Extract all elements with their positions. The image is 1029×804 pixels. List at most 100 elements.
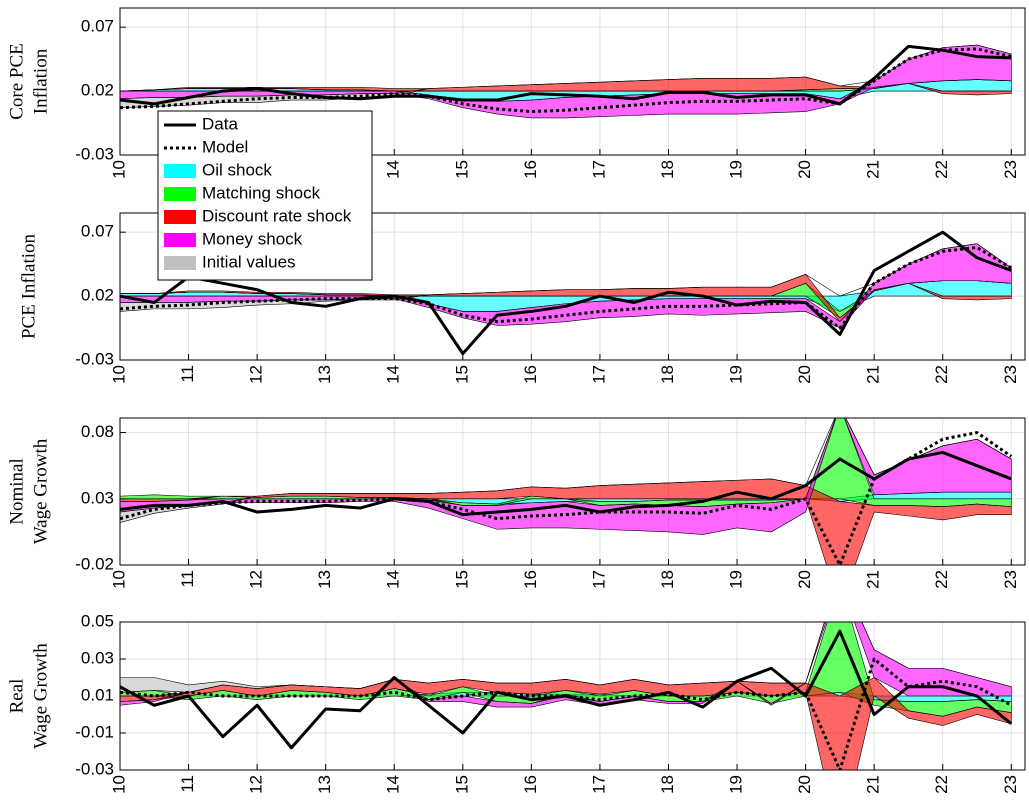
y-axis-label: Wage Growth	[30, 643, 51, 749]
axes-frame	[119, 7, 1026, 156]
panel: 10 11 12 13 14 15 16 17 18 19 20 21 22 23 -0.03 -0.01 0.…	[6, 611, 1026, 794]
x-tick-label: 14	[384, 775, 403, 794]
x-tick-label: 21	[864, 365, 883, 384]
legend-label: Money shock	[202, 229, 303, 248]
x-tick-label: 21	[864, 775, 883, 794]
y-tick-label: -0.03	[75, 759, 114, 778]
x-tick-label: 20	[795, 570, 814, 589]
x-tick-label: 20	[795, 160, 814, 179]
x-tick-label: 16	[521, 775, 540, 794]
plot-area	[120, 418, 1013, 565]
x-tick-label: 17	[589, 570, 608, 589]
x-tick-label: 14	[384, 570, 403, 589]
y-tick-label: 0.02	[81, 81, 114, 100]
x-tick-label: 11	[178, 365, 197, 383]
data-line	[120, 629, 1013, 750]
legend: Data Model Oil shock Matching shock Discount…	[157, 110, 373, 281]
x-tick-label: 14	[384, 160, 403, 179]
x-tick-label: 21	[864, 570, 883, 589]
x-tick-label: 23	[1001, 775, 1020, 794]
x-tick-label: 20	[795, 365, 814, 384]
x-tick-label: 18	[658, 365, 677, 384]
x-tick-label: 16	[521, 160, 540, 179]
x-tick-label: 22	[932, 775, 951, 794]
y-tick-label: 0.03	[81, 648, 114, 667]
x-tick-label: 14	[384, 365, 403, 384]
y-axis-label: Core PCE	[6, 43, 27, 120]
y-axis-label: Nominal	[6, 458, 27, 525]
x-tick-label: 16	[521, 365, 540, 384]
y-axis-label: Wage Growth	[30, 438, 51, 544]
plot-area	[120, 230, 1013, 356]
x-tick-label: 23	[1001, 365, 1020, 384]
data-line	[120, 450, 1012, 517]
axes-frame	[119, 417, 1026, 566]
x-tick-label: 16	[521, 570, 540, 589]
data-line	[120, 230, 1012, 356]
x-tick-label: 18	[658, 775, 677, 794]
x-tick-label: 13	[315, 570, 334, 589]
x-tick-label: 22	[932, 365, 951, 384]
legend-swatch	[164, 187, 196, 201]
axes-frame	[119, 212, 1026, 361]
x-tick-label: 22	[932, 160, 951, 179]
x-tick-label: 22	[932, 570, 951, 589]
model-line	[120, 246, 1013, 330]
x-tick-label: 12	[247, 775, 266, 794]
x-tick-label: 15	[452, 160, 471, 179]
x-tick-label: 10	[109, 775, 128, 794]
x-tick-label: 17	[589, 160, 608, 179]
contribution-area	[120, 76, 1012, 96]
x-tick-label: 11	[178, 775, 197, 793]
x-tick-label: 15	[452, 775, 471, 794]
y-tick-label: 0.07	[81, 222, 114, 241]
legend-label: Model	[202, 137, 248, 156]
legend-swatch	[164, 233, 196, 247]
axes-frame	[119, 621, 1026, 771]
y-tick-label: -0.03	[75, 349, 114, 368]
y-tick-label: 0.02	[81, 286, 114, 305]
x-tick-label: 17	[589, 775, 608, 794]
plot-area	[120, 44, 1012, 119]
contribution-area	[120, 243, 1012, 312]
y-tick-label: -0.03	[75, 144, 114, 163]
x-tick-label: 13	[315, 365, 334, 384]
x-tick-label: 19	[727, 365, 746, 384]
contribution-area	[120, 418, 1012, 523]
x-tick-label: 13	[315, 775, 334, 794]
y-axis-label: Real	[6, 679, 27, 714]
x-tick-label: 10	[109, 570, 128, 589]
legend-label: Initial values	[202, 252, 296, 271]
x-tick-label: 18	[658, 570, 677, 589]
legend-swatch	[164, 164, 196, 178]
model-line	[120, 47, 1012, 114]
plot-area	[120, 622, 1013, 770]
x-tick-label: 23	[1001, 570, 1020, 589]
y-tick-label: -0.02	[75, 554, 114, 573]
contribution-area	[120, 622, 1012, 693]
x-tick-label: 19	[727, 570, 746, 589]
y-axis-label: Inflation	[30, 48, 51, 114]
x-tick-label: 21	[864, 160, 883, 179]
x-tick-label: 19	[727, 775, 746, 794]
y-tick-label: 0.07	[81, 17, 114, 36]
contribution-area	[120, 273, 1012, 323]
x-tick-label: 20	[795, 775, 814, 794]
x-tick-label: 10	[109, 160, 128, 179]
legend-label: Data	[202, 114, 238, 133]
x-tick-label: 17	[589, 365, 608, 384]
y-tick-label: 0.03	[81, 488, 114, 507]
legend-label: Discount rate shock	[202, 206, 352, 225]
x-tick-label: 12	[247, 365, 266, 384]
x-tick-label: 15	[452, 365, 471, 384]
legend-swatch	[164, 256, 196, 270]
legend-swatch	[164, 210, 196, 224]
x-tick-label: 10	[109, 365, 128, 384]
x-tick-label: 18	[658, 160, 677, 179]
x-tick-label: 15	[452, 570, 471, 589]
y-tick-label: 0.01	[81, 685, 114, 704]
y-tick-label: 0.05	[81, 611, 114, 630]
panel: 10 11 12 13 14 15 16 17 18 19 20 21 22 23 -0.02 0.03 0.0…	[6, 417, 1026, 589]
legend-label: Oil shock	[202, 160, 272, 179]
